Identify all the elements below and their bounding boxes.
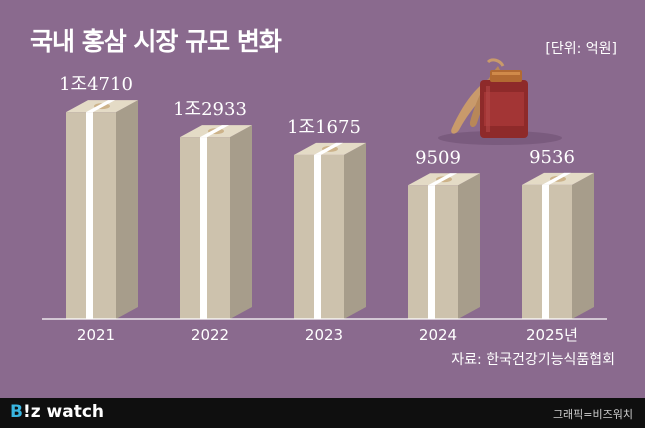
brand-logo-prefix: B — [10, 402, 23, 422]
bar-band-top — [428, 173, 457, 186]
brand-logo: B!z watch — [10, 402, 104, 422]
bar-band-top — [542, 172, 571, 185]
bar-2022 — [180, 125, 252, 319]
footer-bar: B!z watch 그래픽=비즈워치 — [0, 398, 645, 428]
bar-band — [200, 137, 207, 319]
bar-side — [230, 125, 252, 319]
value-label: 9509 — [415, 147, 461, 168]
chart-title: 국내 홍삼 시장 규모 변화 — [30, 27, 282, 56]
bar-band — [428, 185, 435, 319]
value-label: 9536 — [529, 147, 575, 168]
value-label: 1조4710 — [59, 74, 133, 95]
bar-chart: 1조4710 2021 1조2933 2022 1조1675 2023 9509 2024 95… — [42, 58, 607, 344]
bar-2023 — [294, 142, 366, 319]
source-note: 자료: 한국건강기능식품협회 — [451, 352, 615, 368]
category-label: 2024 — [419, 326, 457, 344]
brand-logo-text: !z watch — [22, 402, 105, 422]
bar-2024 — [408, 173, 480, 319]
bar-band — [314, 154, 321, 319]
bar-band — [86, 112, 93, 319]
category-label: 2025년 — [526, 326, 578, 344]
unit-label: [단위: 억원] — [545, 41, 617, 57]
bar-side — [344, 142, 366, 319]
category-label: 2021 — [77, 326, 115, 344]
bar-side — [116, 100, 138, 319]
category-label: 2023 — [305, 326, 343, 344]
value-label: 1조1675 — [287, 117, 361, 138]
bar-band-top — [200, 125, 229, 138]
bar-band-top — [86, 100, 115, 113]
bars — [66, 100, 594, 319]
graphic-credit: 그래픽=비즈워치 — [552, 408, 633, 421]
bar-band-top — [314, 142, 343, 155]
bar-2021 — [66, 100, 138, 319]
ginseng-bottle-illustration — [438, 58, 562, 145]
bar-band — [542, 184, 549, 319]
value-label: 1조2933 — [173, 99, 247, 120]
bar-side — [572, 172, 594, 319]
bar-side — [458, 173, 480, 319]
labels: 1조4710 2021 1조2933 2022 1조1675 2023 9509 2024 95… — [59, 74, 578, 344]
bar-2025년 — [522, 172, 594, 319]
category-label: 2022 — [191, 326, 229, 344]
